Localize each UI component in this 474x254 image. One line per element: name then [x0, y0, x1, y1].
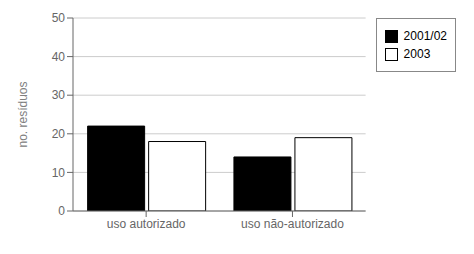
svg-text:40: 40 — [52, 50, 66, 64]
html-text:2001/02: 2001/02 — [403, 29, 447, 43]
svg-text:no. resíduos: no. resíduos — [16, 81, 30, 147]
svg-text:uso autorizado: uso autorizado — [107, 217, 186, 231]
svg-text:10: 10 — [52, 166, 66, 180]
html-text:2003: 2003 — [403, 47, 431, 61]
svg-text:50: 50 — [52, 11, 66, 25]
svg-text:0: 0 — [58, 204, 65, 218]
svg-text:30: 30 — [52, 88, 66, 102]
svg-text:20: 20 — [52, 127, 66, 141]
svg-text:uso não-autorizado: uso não-autorizado — [241, 217, 344, 231]
